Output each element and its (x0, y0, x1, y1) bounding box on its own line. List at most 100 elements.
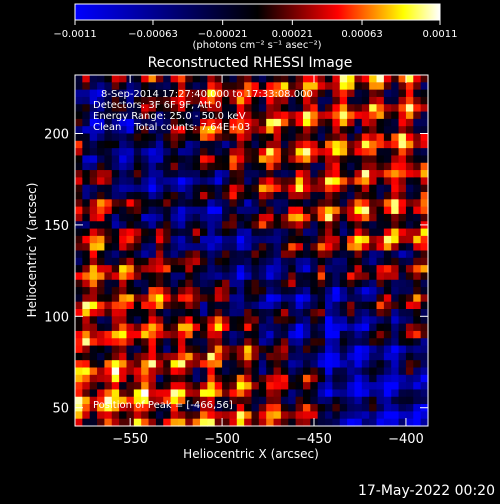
heatmap-pixel (148, 162, 157, 171)
heatmap-pixel (295, 279, 304, 288)
heatmap-pixel (200, 301, 208, 310)
heatmap-pixel (177, 243, 186, 252)
heatmap-pixel (280, 374, 289, 383)
heatmap-pixel (310, 382, 319, 391)
heatmap-pixel (405, 184, 414, 193)
heatmap-pixel (288, 89, 297, 98)
heatmap-pixel (185, 265, 194, 274)
heatmap-pixel (405, 228, 414, 237)
heatmap-pixel (369, 374, 378, 383)
heatmap-pixel (376, 330, 385, 339)
heatmap-pixel (170, 389, 179, 398)
heatmap-pixel (185, 199, 194, 208)
heatmap-pixel (420, 228, 429, 237)
heatmap-pixel (339, 140, 348, 149)
heatmap-pixel (141, 338, 150, 347)
heatmap-pixel (347, 111, 356, 120)
heatmap-pixel (214, 418, 223, 427)
heatmap-pixel (354, 170, 363, 178)
heatmap-pixel (177, 199, 186, 208)
heatmap-pixel (369, 330, 378, 339)
heatmap-pixel (126, 294, 135, 303)
heatmap-pixel (413, 199, 422, 208)
heatmap-pixel (119, 133, 128, 142)
heatmap-pixel (288, 382, 297, 391)
heatmap-pixel (273, 396, 282, 405)
heatmap-pixel (398, 221, 407, 230)
heatmap-pixel (332, 272, 341, 281)
heatmap-pixel (398, 330, 407, 339)
heatmap-pixel (133, 170, 142, 178)
heatmap-pixel (332, 221, 341, 230)
heatmap-pixel (126, 82, 135, 91)
heatmap-pixel (236, 374, 245, 383)
heatmap-pixel (354, 279, 363, 288)
heatmap-pixel (104, 192, 113, 200)
heatmap-pixel (97, 177, 106, 186)
heatmap-pixel (376, 170, 385, 178)
heatmap-pixel (170, 323, 179, 332)
heatmap-pixel (332, 235, 341, 244)
heatmap-pixel (354, 177, 363, 186)
heatmap-pixel (104, 206, 113, 215)
heatmap-pixel (185, 272, 194, 281)
heatmap-pixel (207, 155, 216, 164)
heatmap-pixel (177, 418, 186, 427)
heatmap-pixel (266, 323, 275, 332)
heatmap-pixel (111, 111, 120, 120)
heatmap-pixel (244, 148, 253, 157)
heatmap-pixel (104, 294, 113, 303)
heatmap-pixel (133, 75, 142, 83)
heatmap-pixel (302, 162, 311, 171)
heatmap-pixel (376, 177, 385, 186)
heatmap-pixel (391, 272, 400, 281)
heatmap-pixel (207, 243, 216, 252)
heatmap-pixel (97, 345, 106, 354)
heatmap-pixel (354, 184, 363, 193)
heatmap-pixel (369, 111, 378, 120)
heatmap-pixel (200, 330, 208, 339)
heatmap-pixel (170, 170, 179, 178)
heatmap-pixel (251, 257, 260, 266)
heatmap-pixel (273, 118, 282, 127)
heatmap-pixel (207, 301, 216, 310)
heatmap-pixel (244, 345, 253, 354)
heatmap-pixel (155, 140, 164, 149)
heatmap-pixel (126, 250, 135, 259)
heatmap-pixel (155, 374, 164, 383)
heatmap-pixel (295, 338, 304, 347)
heatmap-pixel (280, 118, 289, 127)
heatmap-pixel (119, 382, 128, 391)
heatmap-pixel (119, 345, 128, 354)
heatmap-pixel (398, 323, 407, 332)
heatmap-pixel (391, 338, 400, 347)
heatmap-pixel (420, 257, 429, 266)
heatmap-pixel (229, 126, 238, 135)
heatmap-pixel (148, 382, 157, 391)
heatmap-pixel (295, 352, 304, 361)
heatmap-pixel (207, 265, 216, 274)
annotation-detectors: Detectors: 3F 6F 9F, Att 0 (93, 100, 221, 111)
heatmap-pixel (200, 155, 208, 164)
heatmap-pixel (325, 221, 333, 230)
heatmap-pixel (75, 316, 83, 325)
heatmap-pixel (207, 133, 216, 142)
heatmap-pixel (398, 104, 407, 113)
heatmap-pixel (413, 367, 422, 376)
heatmap-pixel (236, 404, 245, 412)
heatmap-pixel (229, 184, 238, 193)
heatmap-pixel (266, 111, 275, 120)
heatmap-pixel (354, 140, 363, 149)
heatmap-pixel (82, 126, 91, 135)
heatmap-pixel (398, 367, 407, 376)
heatmap-pixel (325, 155, 333, 164)
heatmap-pixel (405, 133, 414, 142)
heatmap-pixel (75, 250, 83, 259)
heatmap-pixel (141, 279, 150, 288)
heatmap-pixel (185, 235, 194, 244)
heatmap-pixel (200, 221, 208, 230)
heatmap-pixel (273, 272, 282, 281)
heatmap-pixel (295, 418, 304, 427)
heatmap-pixel (170, 309, 179, 317)
heatmap-pixel (369, 367, 378, 376)
